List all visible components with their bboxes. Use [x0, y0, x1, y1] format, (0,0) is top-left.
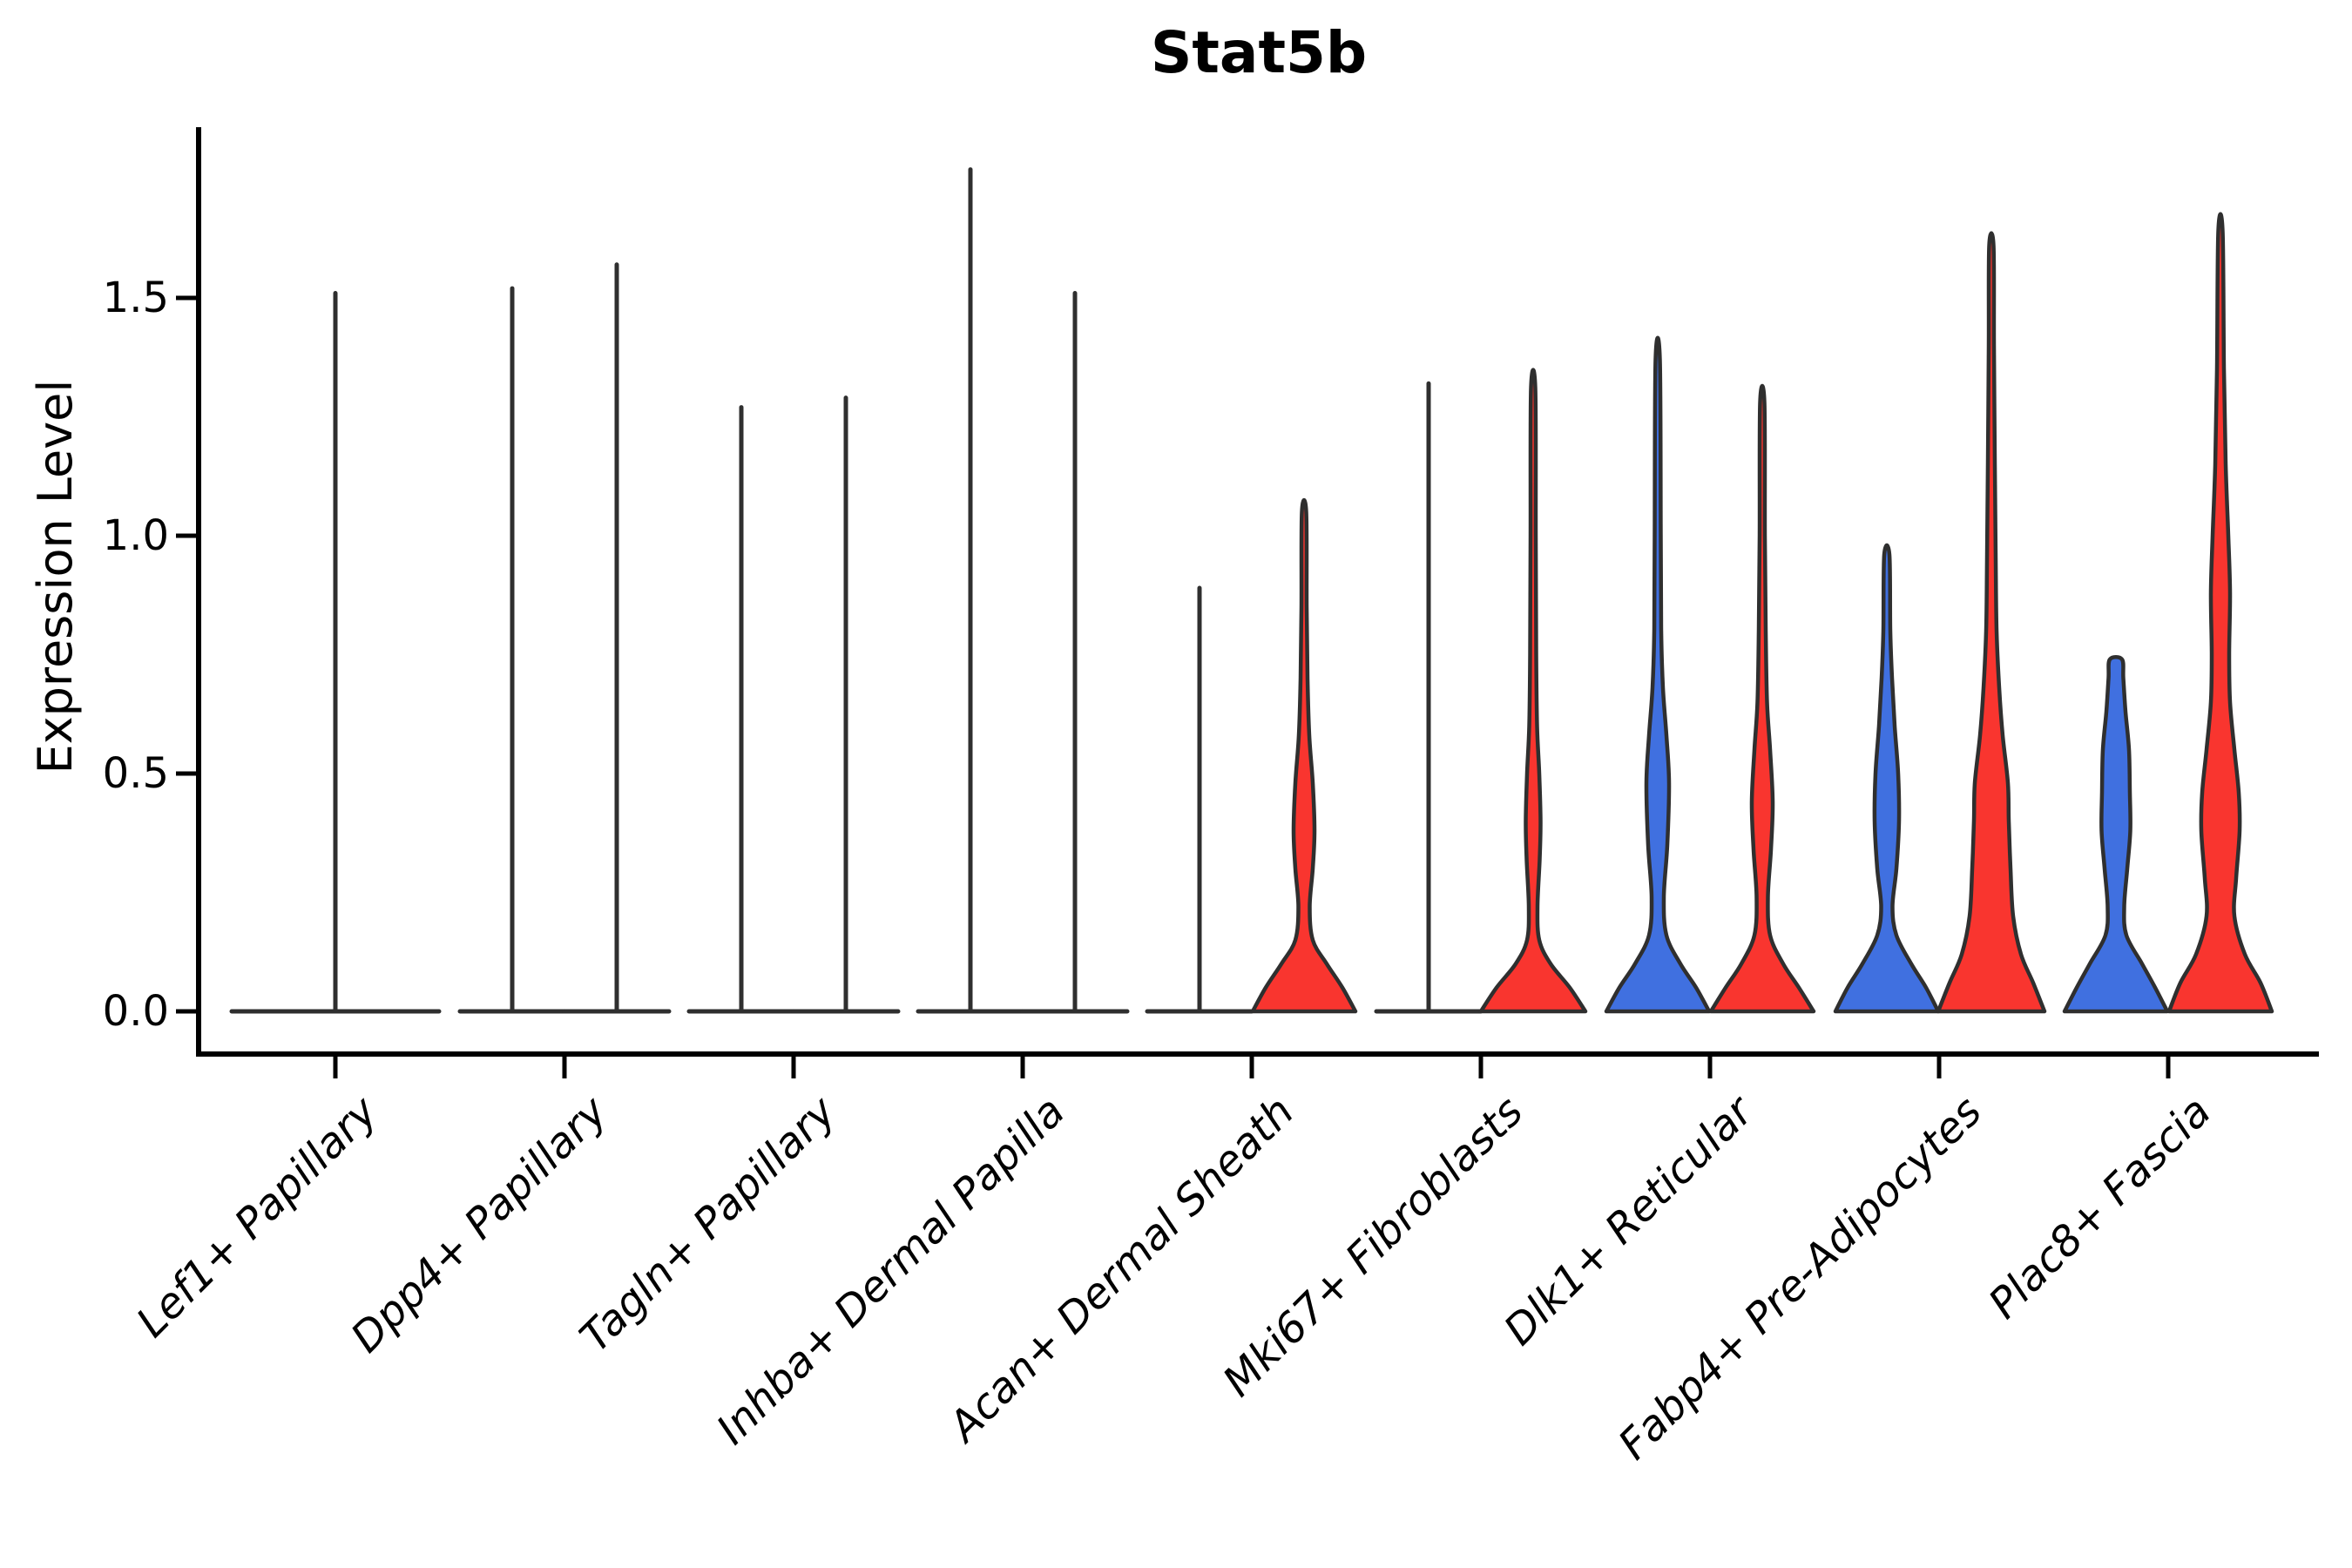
y-tick-label: 0.0	[102, 987, 169, 1036]
violin-lef1-all	[229, 291, 442, 1014]
violin-plac8-left	[2062, 654, 2170, 1014]
violin-fabp4-left	[1833, 543, 1941, 1014]
violin-inhba-right	[1020, 291, 1130, 1014]
violin-plac8-right	[2166, 212, 2274, 1014]
violin-inhba-left	[916, 167, 1025, 1014]
violin-fabp4-right	[1936, 231, 2047, 1014]
y-tick-label: 0.5	[102, 749, 169, 798]
y-axis-label: Expression Level	[28, 379, 83, 774]
violin-tagln-left	[686, 405, 796, 1014]
violin-mki67-right	[1478, 368, 1588, 1014]
violin-acan-left	[1145, 585, 1254, 1014]
violin-mki67-left	[1374, 381, 1484, 1014]
violin-dlk1-right	[1708, 383, 1816, 1014]
violin-dlk1-left	[1604, 335, 1712, 1014]
violin-tagln-right	[791, 395, 901, 1014]
violin-dpp4-left	[457, 286, 567, 1014]
violin-dpp4-right	[562, 262, 672, 1014]
violin-acan-right	[1250, 497, 1358, 1014]
y-tick-label: 1.5	[102, 274, 169, 322]
chart-title: Stat5b	[1150, 19, 1368, 86]
y-tick-label: 1.0	[102, 511, 169, 560]
